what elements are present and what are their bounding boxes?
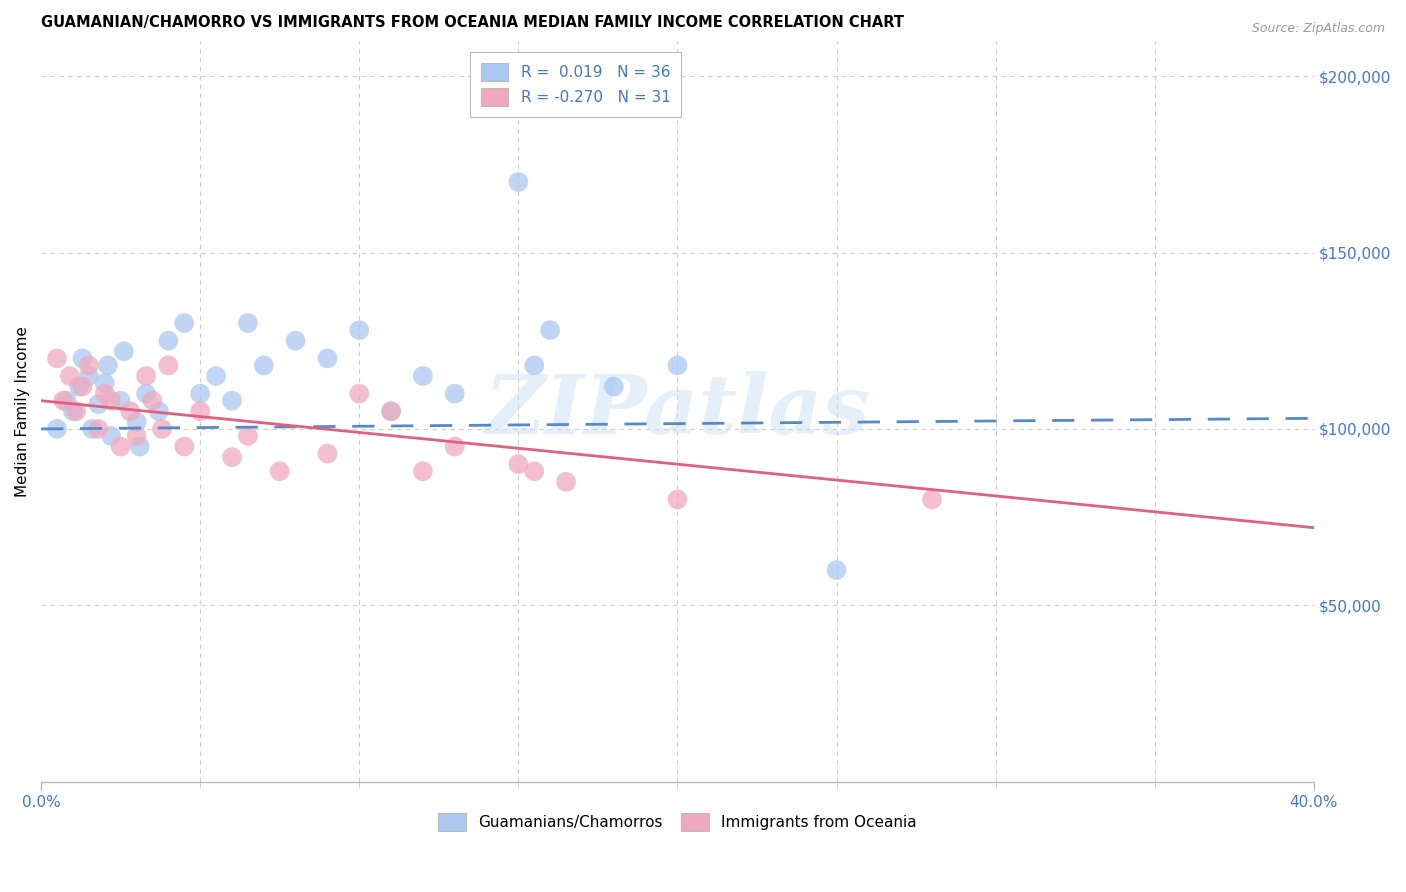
Point xyxy=(666,492,689,507)
Point xyxy=(52,393,75,408)
Point xyxy=(141,393,163,408)
Point xyxy=(87,422,110,436)
Point xyxy=(603,379,626,393)
Point xyxy=(205,369,228,384)
Point xyxy=(523,359,546,373)
Point xyxy=(125,415,148,429)
Point xyxy=(236,316,259,330)
Point xyxy=(80,422,103,436)
Point xyxy=(666,359,689,373)
Legend: Guamanians/Chamorros, Immigrants from Oceania: Guamanians/Chamorros, Immigrants from Oc… xyxy=(433,807,922,837)
Text: Source: ZipAtlas.com: Source: ZipAtlas.com xyxy=(1251,22,1385,36)
Point xyxy=(380,404,402,418)
Point xyxy=(46,422,69,436)
Point xyxy=(135,369,157,384)
Point xyxy=(825,563,848,577)
Point xyxy=(349,386,371,401)
Point xyxy=(380,404,402,418)
Point xyxy=(125,429,148,443)
Point xyxy=(77,359,100,373)
Text: ZIPatlas: ZIPatlas xyxy=(485,371,870,451)
Point xyxy=(253,359,276,373)
Point xyxy=(443,386,465,401)
Point xyxy=(93,376,115,390)
Point xyxy=(508,457,530,471)
Point xyxy=(316,351,339,366)
Point xyxy=(269,464,291,478)
Point xyxy=(921,492,943,507)
Point xyxy=(62,404,84,418)
Point xyxy=(173,316,195,330)
Point xyxy=(221,450,243,464)
Point xyxy=(188,404,211,418)
Point xyxy=(110,393,132,408)
Point xyxy=(148,404,170,418)
Point xyxy=(150,422,173,436)
Text: GUAMANIAN/CHAMORRO VS IMMIGRANTS FROM OCEANIA MEDIAN FAMILY INCOME CORRELATION C: GUAMANIAN/CHAMORRO VS IMMIGRANTS FROM OC… xyxy=(41,15,904,30)
Point xyxy=(443,440,465,454)
Point xyxy=(100,393,122,408)
Point xyxy=(284,334,307,348)
Point xyxy=(523,464,546,478)
Point xyxy=(110,440,132,454)
Point xyxy=(173,440,195,454)
Point xyxy=(221,393,243,408)
Point xyxy=(97,359,120,373)
Point xyxy=(93,386,115,401)
Point xyxy=(135,386,157,401)
Point xyxy=(508,175,530,189)
Point xyxy=(112,344,135,359)
Point xyxy=(120,404,142,418)
Point xyxy=(55,393,77,408)
Point xyxy=(100,429,122,443)
Point xyxy=(128,440,150,454)
Point xyxy=(77,369,100,384)
Point xyxy=(236,429,259,443)
Point xyxy=(538,323,561,337)
Point xyxy=(316,447,339,461)
Y-axis label: Median Family Income: Median Family Income xyxy=(15,326,30,497)
Point xyxy=(72,379,94,393)
Point xyxy=(65,404,87,418)
Point xyxy=(555,475,578,489)
Point xyxy=(188,386,211,401)
Point xyxy=(72,351,94,366)
Point xyxy=(412,369,434,384)
Point xyxy=(157,359,180,373)
Point xyxy=(46,351,69,366)
Point xyxy=(157,334,180,348)
Point xyxy=(67,379,90,393)
Point xyxy=(412,464,434,478)
Point xyxy=(349,323,371,337)
Point xyxy=(87,397,110,411)
Point xyxy=(59,369,82,384)
